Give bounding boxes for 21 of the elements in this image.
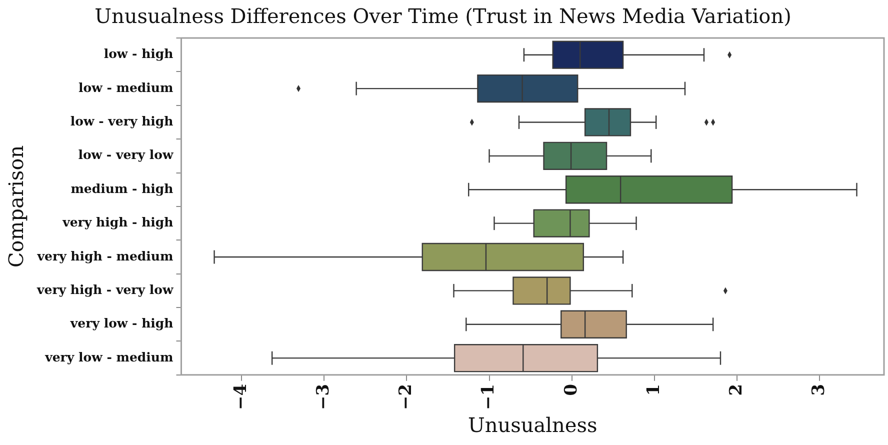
y-tick-label: very high - high	[62, 214, 174, 230]
chart-title: Unusualness Differences Over Time (Trust in News Media Variation)	[94, 4, 792, 28]
y-axis-title: Comparison	[4, 145, 28, 268]
y-tick-label: very low - medium	[44, 349, 174, 364]
y-tick-label: very low - high	[69, 316, 174, 331]
x-tick-label: 2	[726, 384, 746, 396]
x-tick-label: 3	[809, 384, 830, 396]
x-tick-label: −1	[478, 384, 499, 410]
y-tick-label: medium - high	[70, 180, 174, 196]
y-tick-label: low - medium	[78, 80, 174, 95]
y-tick-label: low - very high	[70, 113, 174, 128]
y-tick-label: low - high	[104, 46, 174, 62]
x-tick-label: 0	[561, 384, 582, 396]
x-tick-label: 1	[644, 384, 664, 396]
x-tick-label: −3	[314, 384, 334, 410]
y-tick-label: low - very low	[78, 147, 174, 162]
x-axis-title: Unusualness	[468, 413, 598, 438]
x-tick-label: −2	[396, 384, 416, 410]
y-tick-label: very high - medium	[36, 248, 174, 264]
x-tick-label: −4	[230, 384, 251, 410]
y-tick-label: very high - very low	[36, 282, 174, 297]
